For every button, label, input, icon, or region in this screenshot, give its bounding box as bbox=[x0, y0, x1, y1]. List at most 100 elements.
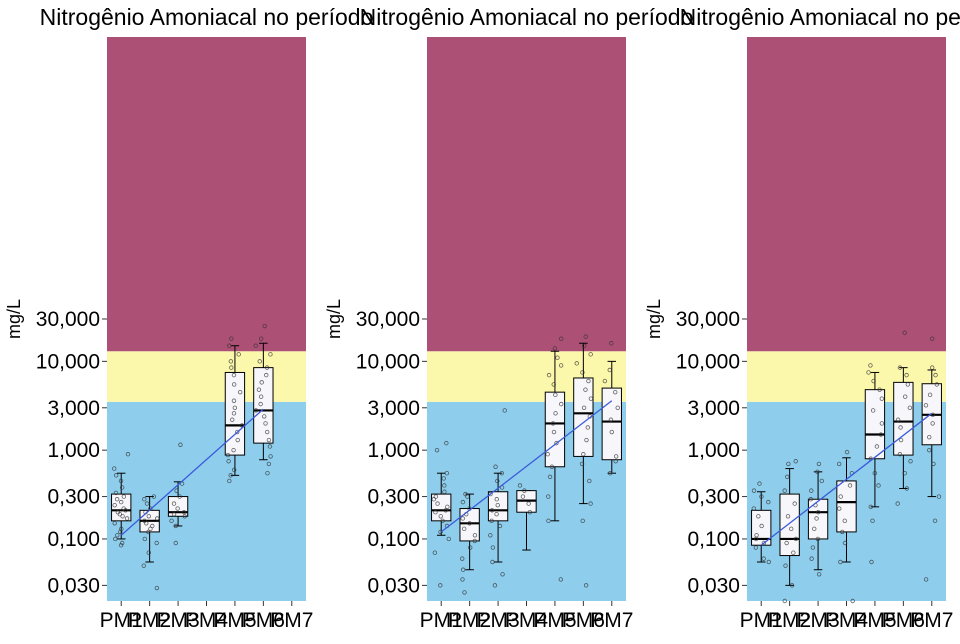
y-tick-label: 0,030 bbox=[47, 574, 100, 597]
data-point bbox=[782, 598, 787, 604]
data-point bbox=[754, 533, 759, 538]
data-point bbox=[264, 365, 270, 370]
data-point bbox=[837, 461, 842, 467]
data-point bbox=[112, 502, 117, 508]
data-point bbox=[930, 365, 935, 370]
data-point bbox=[182, 514, 187, 519]
data-point bbox=[262, 414, 267, 419]
band-yellow bbox=[747, 351, 946, 402]
data-point bbox=[490, 559, 495, 565]
y-axis-label: mg/L bbox=[4, 299, 24, 339]
data-point bbox=[438, 514, 443, 519]
data-point bbox=[897, 365, 903, 370]
box-pm2 bbox=[139, 496, 160, 563]
data-point bbox=[869, 559, 874, 565]
data-point bbox=[816, 461, 822, 467]
x-tick-label: PM3 bbox=[476, 609, 519, 632]
data-point bbox=[112, 466, 117, 471]
data-point bbox=[607, 367, 612, 373]
data-point bbox=[588, 396, 594, 401]
data-point bbox=[489, 518, 494, 524]
data-point bbox=[786, 461, 791, 467]
data-point bbox=[142, 518, 147, 524]
data-point bbox=[602, 378, 608, 384]
box-body bbox=[573, 377, 594, 457]
data-point bbox=[793, 536, 799, 542]
data-point bbox=[905, 382, 911, 387]
data-point bbox=[609, 341, 614, 346]
data-point bbox=[588, 352, 593, 357]
data-point bbox=[258, 401, 263, 407]
data-point bbox=[121, 506, 126, 511]
data-point bbox=[151, 494, 157, 499]
data-point bbox=[142, 497, 147, 502]
data-point bbox=[113, 536, 118, 542]
x-tick-label: PM6 bbox=[562, 609, 605, 632]
data-point bbox=[902, 471, 907, 476]
data-point bbox=[461, 526, 467, 532]
x-tick-label: PM2 bbox=[768, 609, 811, 632]
data-point bbox=[236, 352, 241, 357]
data-point bbox=[809, 488, 814, 493]
data-point bbox=[124, 516, 130, 521]
data-point bbox=[608, 417, 614, 422]
box-body bbox=[253, 367, 274, 444]
data-point bbox=[574, 361, 579, 366]
data-point bbox=[230, 417, 235, 422]
data-point bbox=[936, 494, 942, 499]
data-point bbox=[898, 425, 903, 430]
data-point bbox=[815, 536, 821, 542]
data-point bbox=[119, 526, 124, 532]
data-point bbox=[517, 483, 523, 488]
x-tick-label: PM5 bbox=[533, 609, 576, 632]
data-point bbox=[840, 529, 845, 535]
data-point bbox=[472, 533, 478, 538]
data-point bbox=[257, 359, 262, 364]
trend-line bbox=[760, 412, 933, 546]
data-point bbox=[838, 494, 843, 499]
data-point bbox=[118, 478, 124, 484]
data-point bbox=[615, 405, 620, 410]
data-point bbox=[433, 494, 439, 499]
y-tick-label: 3,000 bbox=[687, 397, 740, 420]
data-point bbox=[443, 508, 448, 513]
data-point bbox=[490, 545, 496, 550]
data-point bbox=[903, 394, 908, 399]
data-point bbox=[489, 508, 495, 513]
data-point bbox=[757, 481, 762, 486]
y-tick-label: 0,300 bbox=[367, 486, 420, 509]
data-point bbox=[850, 598, 855, 604]
data-point bbox=[522, 488, 527, 493]
data-point bbox=[789, 583, 795, 588]
data-point bbox=[766, 499, 771, 505]
data-point bbox=[175, 506, 180, 511]
data-point bbox=[931, 461, 936, 467]
data-point bbox=[895, 417, 901, 422]
x-tick-label: PM7 bbox=[590, 609, 633, 632]
data-point bbox=[897, 452, 903, 457]
data-point bbox=[866, 370, 871, 375]
data-point bbox=[583, 583, 589, 588]
data-point bbox=[784, 540, 789, 546]
data-point bbox=[558, 363, 564, 368]
data-point bbox=[259, 380, 264, 385]
data-point bbox=[927, 434, 932, 440]
data-point bbox=[150, 523, 155, 529]
data-point bbox=[467, 521, 472, 526]
data-point bbox=[235, 437, 240, 443]
data-point bbox=[262, 323, 267, 329]
data-point bbox=[460, 567, 466, 572]
data-point bbox=[253, 343, 258, 348]
data-point bbox=[440, 518, 445, 524]
data-point bbox=[930, 336, 935, 341]
data-point bbox=[119, 485, 125, 490]
data-point bbox=[146, 529, 151, 535]
data-point bbox=[231, 382, 237, 387]
y-tick-label: 30,000 bbox=[36, 308, 100, 331]
chart-title: Nitrogênio Amoniacal no período bbox=[360, 4, 694, 30]
data-point bbox=[500, 572, 505, 577]
data-point bbox=[141, 563, 146, 568]
data-point bbox=[526, 501, 531, 506]
data-point bbox=[267, 444, 273, 449]
